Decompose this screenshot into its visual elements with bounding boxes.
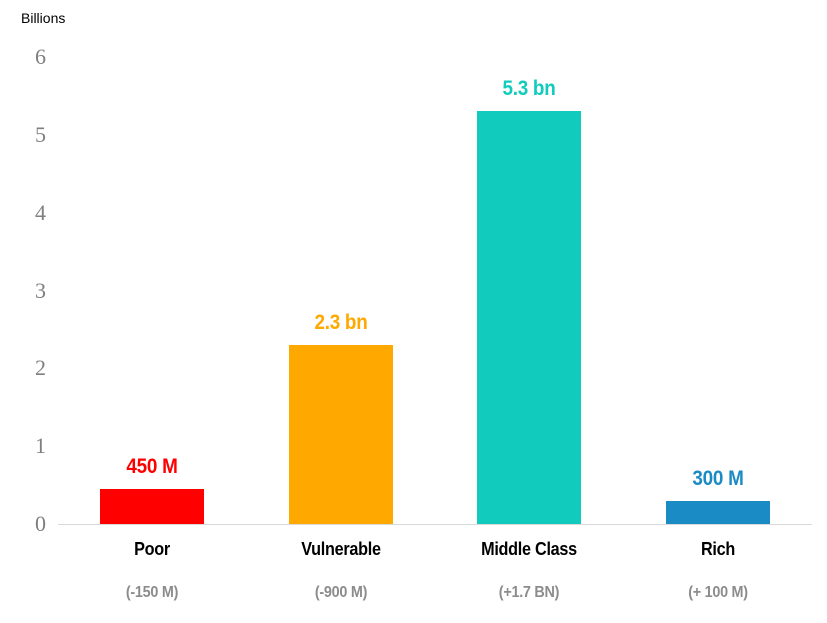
bar-vulnerable xyxy=(288,344,393,524)
y-tick-label: 1 xyxy=(35,433,46,459)
category-sub-label-vulnerable: (-900 M) xyxy=(314,584,368,601)
category-sub-label-rich: (+ 100 M) xyxy=(687,584,748,601)
y-tick-label: 0 xyxy=(35,511,46,536)
category-label-rich: Rich xyxy=(700,539,735,559)
bar-value-label-rich: 300 M xyxy=(692,466,744,490)
x-axis-line xyxy=(58,524,812,525)
y-tick-label: 5 xyxy=(35,121,46,147)
y-tick-label: 4 xyxy=(35,199,46,225)
y-axis-title: Billions xyxy=(21,10,66,26)
bar-poor xyxy=(100,488,205,524)
category-label-middle-class: Middle Class xyxy=(481,539,578,559)
y-tick-label: 6 xyxy=(35,44,46,69)
bar-middle-class xyxy=(477,111,582,524)
category-label-vulnerable: Vulnerable xyxy=(300,539,381,559)
y-tick-label: 3 xyxy=(35,277,46,303)
category-sub-label-middle-class: (+1.7 BN) xyxy=(499,584,560,601)
y-tick-label: 2 xyxy=(35,355,46,381)
category-sub-label-poor: (-150 M) xyxy=(126,584,179,601)
bar-value-label-middle-class: 5.3 bn xyxy=(502,77,556,101)
bar-value-label-vulnerable: 2.3 bn xyxy=(314,310,368,334)
bar-value-label-poor: 450 M xyxy=(126,454,178,478)
bar-rich xyxy=(665,500,770,524)
category-label-poor: Poor xyxy=(134,539,171,559)
